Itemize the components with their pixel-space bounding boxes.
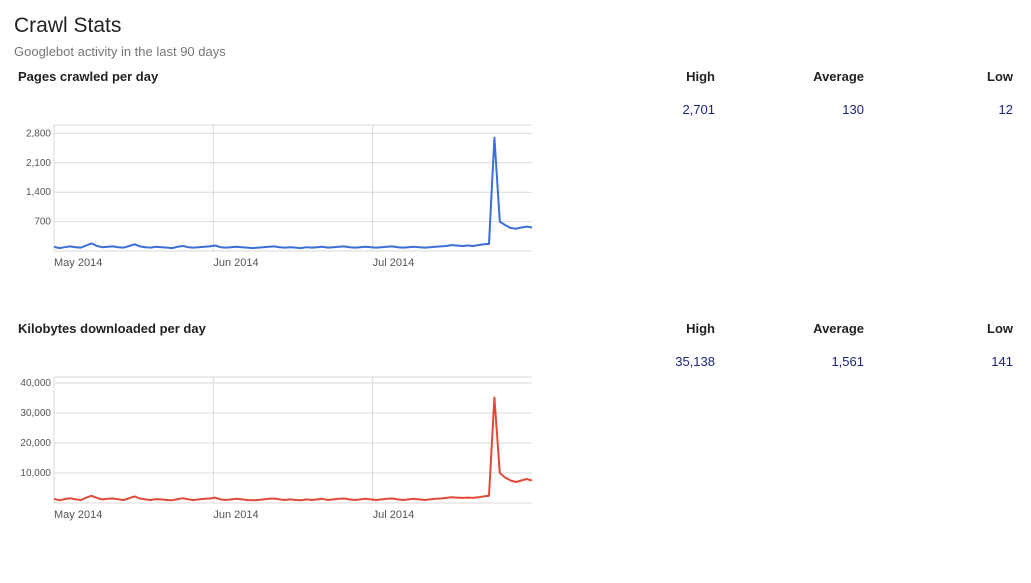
stats-row-pages: High 2,701 Average 130 Low 12 bbox=[578, 69, 1017, 117]
stat-val-low-kb: 141 bbox=[876, 354, 1013, 369]
xaxis-label: Jun 2014 bbox=[213, 257, 258, 269]
svg-text:20,000: 20,000 bbox=[20, 438, 51, 449]
stat-head-avg: Average bbox=[727, 321, 864, 336]
panel-title-kb: Kilobytes downloaded per day bbox=[18, 321, 578, 336]
page-subtitle: Googlebot activity in the last 90 days bbox=[14, 44, 1017, 59]
chart-pages: 700 1,400 2,100 2,800 bbox=[14, 123, 534, 253]
stat-head-high: High bbox=[578, 321, 715, 336]
stat-head-high: High bbox=[578, 69, 715, 84]
stat-val-low-pages: 12 bbox=[876, 102, 1013, 117]
xaxis-label: Jul 2014 bbox=[373, 257, 415, 269]
xaxis-label: Jun 2014 bbox=[213, 509, 258, 521]
panel-title-pages: Pages crawled per day bbox=[18, 69, 578, 84]
panel-kb: Kilobytes downloaded per day High 35,138… bbox=[14, 321, 1017, 523]
stats-row-kb: High 35,138 Average 1,561 Low 141 bbox=[578, 321, 1017, 369]
svg-text:1,400: 1,400 bbox=[26, 187, 51, 198]
svg-text:10,000: 10,000 bbox=[20, 468, 51, 479]
svg-text:40,000: 40,000 bbox=[20, 378, 51, 389]
stat-head-low: Low bbox=[876, 321, 1013, 336]
stat-head-avg: Average bbox=[727, 69, 864, 84]
xaxis-kb: May 2014 Jun 2014 Jul 2014 bbox=[14, 509, 534, 523]
xaxis-pages: May 2014 Jun 2014 Jul 2014 bbox=[14, 257, 534, 271]
xaxis-label: Jul 2014 bbox=[373, 509, 415, 521]
chart-kb: 10,000 20,000 30,000 40,000 bbox=[14, 375, 534, 505]
page-title: Crawl Stats bbox=[14, 14, 1017, 38]
svg-text:700: 700 bbox=[34, 217, 51, 228]
panel-pages: Pages crawled per day High 2,701 Average… bbox=[14, 69, 1017, 271]
xaxis-label: May 2014 bbox=[54, 257, 102, 269]
stat-head-low: Low bbox=[876, 69, 1013, 84]
stat-val-avg-kb: 1,561 bbox=[727, 354, 864, 369]
stat-val-high-pages: 2,701 bbox=[578, 102, 715, 117]
stat-val-avg-pages: 130 bbox=[727, 102, 864, 117]
svg-text:2,800: 2,800 bbox=[26, 128, 51, 139]
svg-text:2,100: 2,100 bbox=[26, 158, 51, 169]
svg-text:30,000: 30,000 bbox=[20, 408, 51, 419]
stat-val-high-kb: 35,138 bbox=[578, 354, 715, 369]
xaxis-label: May 2014 bbox=[54, 509, 102, 521]
